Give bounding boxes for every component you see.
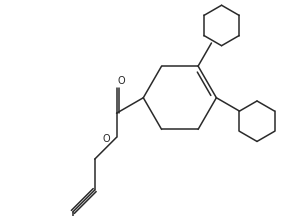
Text: O: O bbox=[103, 134, 110, 144]
Text: O: O bbox=[118, 76, 126, 86]
